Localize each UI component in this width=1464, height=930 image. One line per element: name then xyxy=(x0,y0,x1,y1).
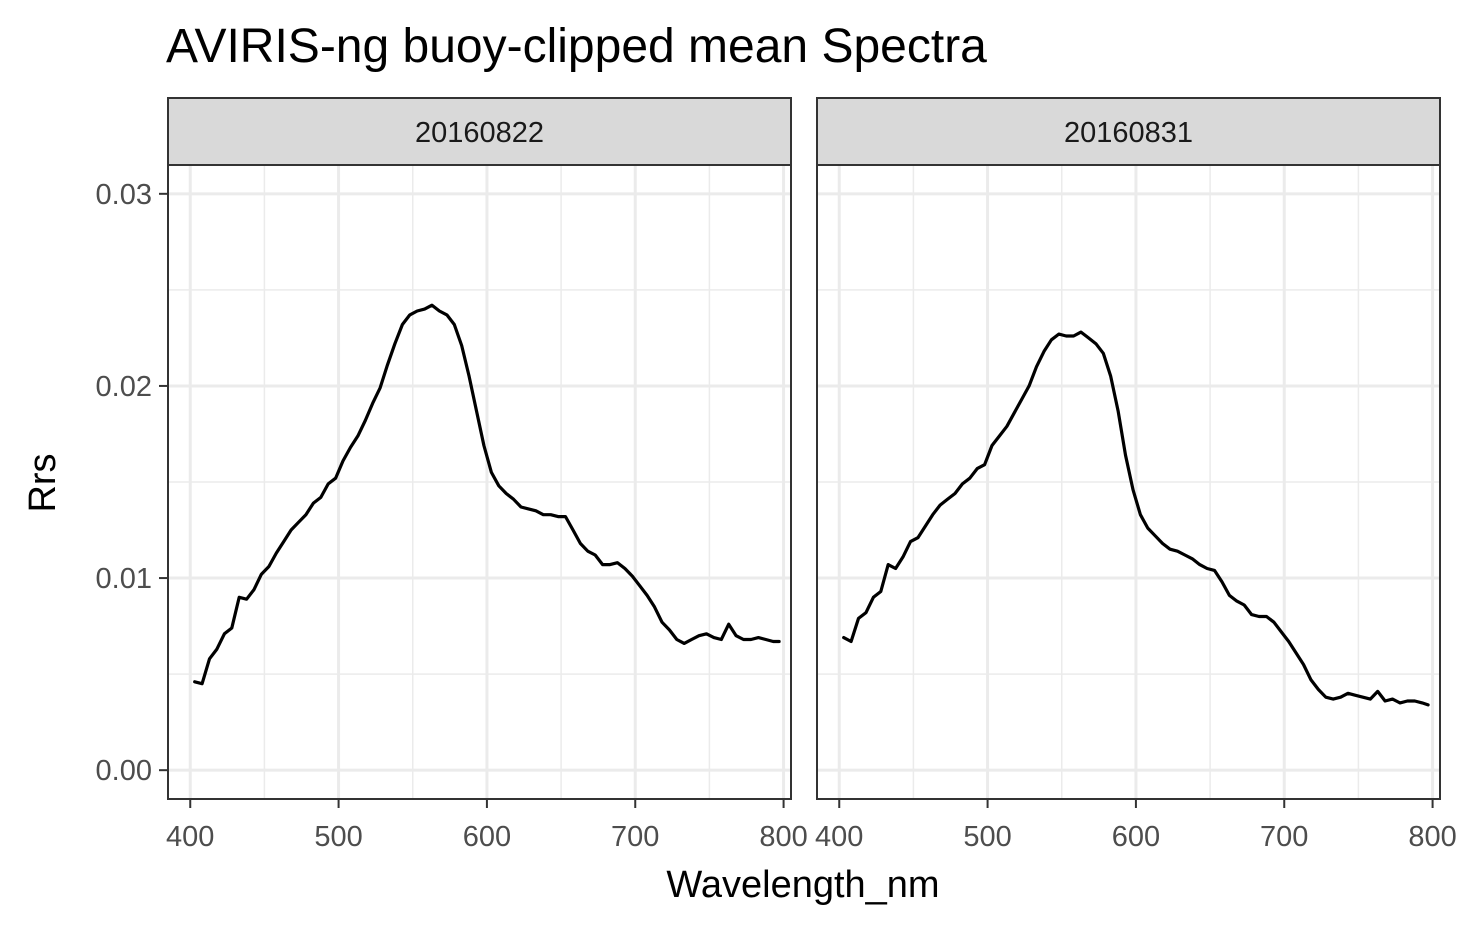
facet-panel-20160822: 20160822 400 500 600 700 800 xyxy=(166,97,808,853)
x-tick-label: 600 xyxy=(1112,821,1160,853)
x-tick-label: 800 xyxy=(1408,821,1456,853)
y-axis-title: Rrs xyxy=(22,453,64,512)
panels-layer: 20160822 400 500 600 700 800 20160831 400 500 600… xyxy=(166,97,1457,853)
facet-strip xyxy=(167,97,792,166)
x-tick-label: 800 xyxy=(759,821,807,853)
facet-strip-label: 20160822 xyxy=(415,117,544,149)
y-tick-label: 0.03 xyxy=(96,179,152,211)
chart-title: AVIRIS-ng buoy-clipped mean Spectra xyxy=(166,20,987,73)
y-axis: 0.00 0.01 0.02 0.03 xyxy=(96,179,168,787)
facet-strip xyxy=(816,97,1441,166)
x-tick-label: 400 xyxy=(815,821,863,853)
x-tick-label: 500 xyxy=(963,821,1011,853)
x-tick-label: 600 xyxy=(463,821,511,853)
spectrum-line xyxy=(193,303,781,686)
y-tick-label: 0.01 xyxy=(96,563,152,595)
spectrum-line xyxy=(842,330,1430,707)
x-tick-label: 700 xyxy=(611,821,659,853)
facet-strip-label: 20160831 xyxy=(1064,117,1193,149)
x-tick-label: 500 xyxy=(314,821,362,853)
x-tick-label: 700 xyxy=(1260,821,1308,853)
y-tick-label: 0.02 xyxy=(96,371,152,403)
y-tick-label: 0.00 xyxy=(96,755,152,787)
x-tick-label: 400 xyxy=(166,821,214,853)
x-axis-title: Wavelength_nm xyxy=(666,864,939,906)
facet-panel-20160831: 20160831 400 500 600 700 800 xyxy=(815,97,1457,853)
